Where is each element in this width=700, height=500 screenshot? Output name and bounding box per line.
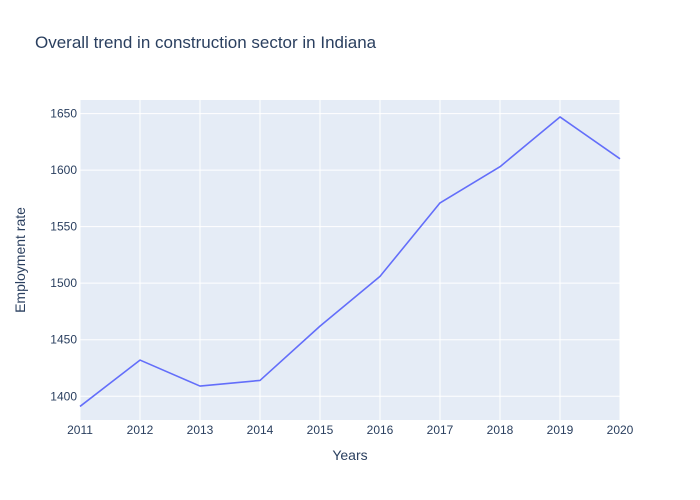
y-tick-label: 1400 xyxy=(50,389,77,403)
y-tick-label: 1500 xyxy=(50,276,77,290)
x-tick-label: 2020 xyxy=(607,423,634,437)
chart-title: Overall trend in construction sector in … xyxy=(35,33,377,52)
y-tick-label: 1600 xyxy=(50,163,77,177)
x-tick-label: 2018 xyxy=(487,423,514,437)
grid-lines xyxy=(79,100,621,420)
x-axis-title: Years xyxy=(332,447,367,463)
series-line xyxy=(79,116,621,408)
y-tick-label: 1650 xyxy=(50,107,77,121)
series-layer xyxy=(79,116,621,408)
y-tick-labels: 1400 1450 1500 1550 1600 1650 xyxy=(50,107,77,404)
x-tick-label: 2014 xyxy=(247,423,274,437)
y-axis-title: Employment rate xyxy=(12,207,28,313)
plot-background xyxy=(80,100,620,420)
y-tick-label: 1550 xyxy=(50,220,77,234)
y-tick-label: 1450 xyxy=(50,333,77,347)
x-tick-label: 2019 xyxy=(547,423,574,437)
x-tick-labels: 2011 2012 2013 2014 2015 2016 2017 2018 2019 2020 xyxy=(67,423,634,437)
x-tick-label: 2012 xyxy=(127,423,154,437)
x-tick-label: 2015 xyxy=(307,423,334,437)
x-tick-label: 2013 xyxy=(187,423,214,437)
x-tick-label: 2011 xyxy=(67,423,93,437)
x-tick-label: 2017 xyxy=(427,423,454,437)
x-tick-label: 2016 xyxy=(367,423,394,437)
